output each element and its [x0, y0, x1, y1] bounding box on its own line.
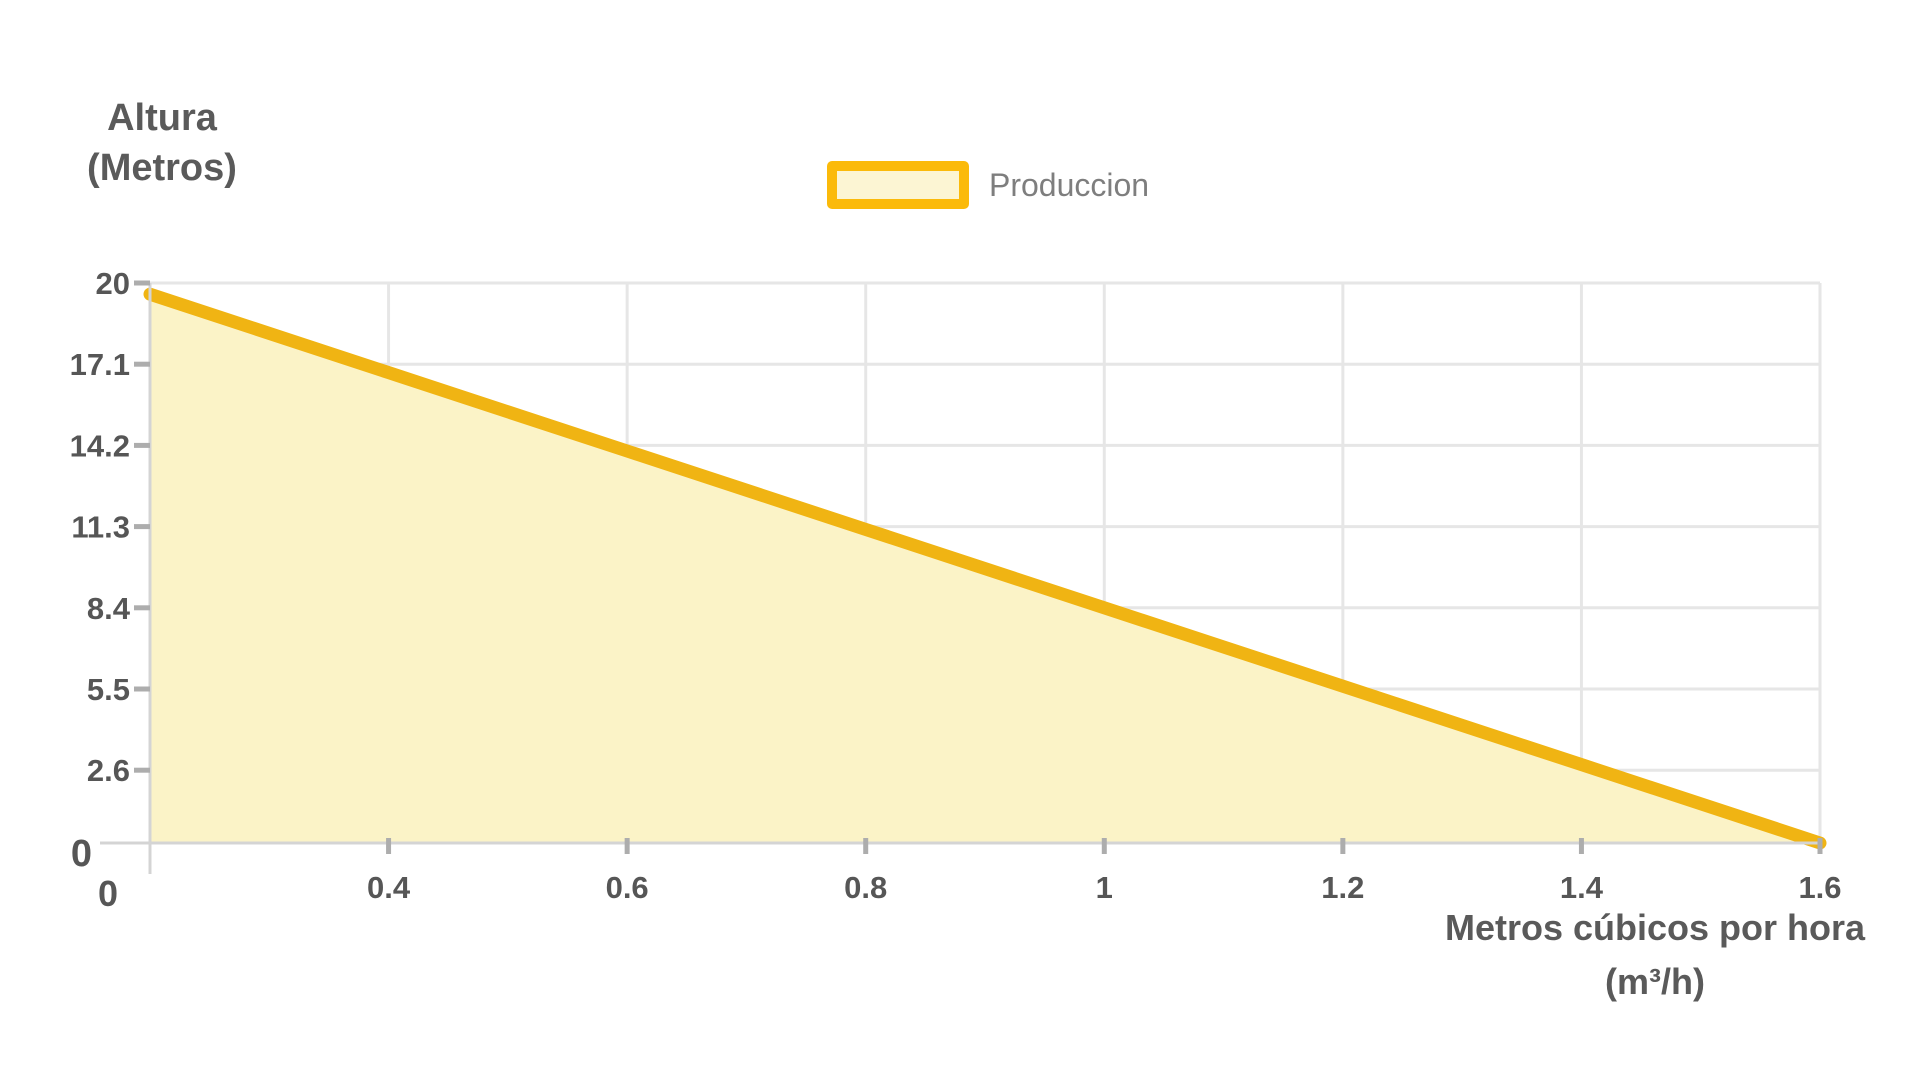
y-tick-label-0: 0: [71, 833, 92, 875]
x-tick-label-1.4: 1.4: [1560, 870, 1604, 905]
y-tick-label-14.2: 14.2: [70, 428, 130, 463]
y-tick-label-20: 20: [96, 266, 130, 301]
y-tick-label-17.1: 17.1: [70, 347, 130, 382]
legend-swatch-produccion: [827, 161, 969, 209]
x-tick-label-1: 1: [1096, 870, 1113, 905]
legend-label-produccion: Produccion: [989, 166, 1150, 203]
x-tick-label-0.6: 0.6: [606, 870, 649, 905]
x-tick-label-1.2: 1.2: [1321, 870, 1364, 905]
x-axis-title: Metros cúbicos por hora (m³/h): [1420, 901, 1890, 1009]
x-tick-label-1.6: 1.6: [1798, 870, 1841, 905]
legend: Produccion: [827, 161, 1149, 209]
x-tick-label-0: 0: [98, 873, 118, 914]
x-tick-label-0.8: 0.8: [844, 870, 887, 905]
y-tick-label-8.4: 8.4: [87, 591, 131, 626]
x-axis-title-line1: Metros cúbicos por hora: [1444, 907, 1866, 948]
x-tick-label-0.4: 0.4: [367, 870, 411, 905]
x-axis-title-line2: (m³/h): [1605, 961, 1705, 1002]
y-axis-title-line2: (Metros): [87, 147, 237, 190]
y-axis-title: Altura (Metros): [40, 93, 284, 193]
series-line-produccion: [143, 287, 1827, 850]
y-tick-label-5.5: 5.5: [87, 672, 130, 707]
y-tick-label-11.3: 11.3: [71, 510, 130, 545]
y-tick-label-2.6: 2.6: [87, 753, 130, 788]
y-axis-title-line1: Altura: [107, 97, 217, 139]
